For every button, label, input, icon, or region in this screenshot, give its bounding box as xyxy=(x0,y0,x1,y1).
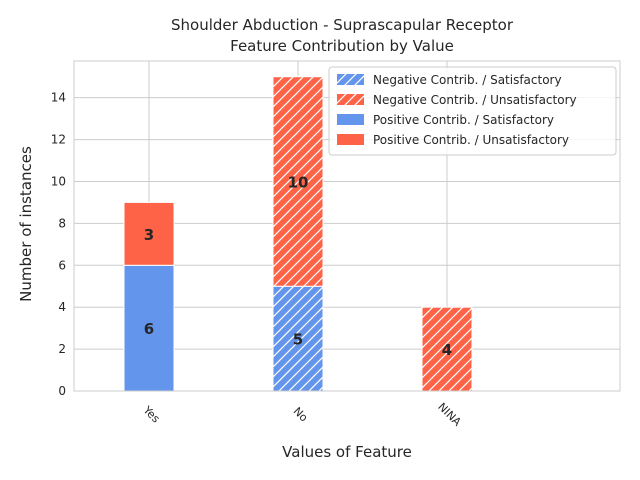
bar-segment xyxy=(123,264,175,392)
legend-box xyxy=(328,66,617,156)
legend-swatch xyxy=(337,74,364,85)
y-tick-label: 8 xyxy=(58,216,66,230)
bar-segment xyxy=(123,201,175,266)
chart-title: Shoulder Abduction - Suprascapular Recep… xyxy=(171,16,514,34)
x-tick-label: No xyxy=(291,405,311,425)
axes: 0 2 4 6 8 10 12 14 Yes No NINA xyxy=(51,60,621,429)
y-tick-label: 12 xyxy=(51,133,66,147)
legend: Negative Contrib. / Satisfactory Negative… xyxy=(328,66,617,156)
legend-swatch xyxy=(337,114,364,125)
y-tick-label: 0 xyxy=(58,384,66,398)
bar-segment xyxy=(272,76,324,287)
data-label: 4 xyxy=(442,341,452,359)
data-label: 5 xyxy=(293,331,303,349)
data-labels: 6 3 5 10 4 xyxy=(144,173,452,359)
legend-entry: Positive Contrib. / Satisfactory xyxy=(373,113,554,127)
y-axis-label: Number of instances xyxy=(17,146,35,302)
legend-entry: Negative Contrib. / Satisfactory xyxy=(373,73,562,87)
y-tick-label: 4 xyxy=(58,300,66,314)
bar-segment xyxy=(421,306,473,392)
legend-entry: Positive Contrib. / Unsatisfactory xyxy=(373,133,569,147)
data-label: 6 xyxy=(144,320,154,338)
data-label: 10 xyxy=(288,173,309,191)
y-tick-label: 14 xyxy=(51,91,66,105)
data-label: 3 xyxy=(144,226,154,244)
x-tick-label: NINA xyxy=(435,400,464,429)
y-tick-label: 6 xyxy=(58,258,66,272)
legend-swatch xyxy=(337,134,364,145)
plot-frame xyxy=(73,60,621,392)
y-tick-label: 10 xyxy=(51,174,66,188)
y-tick-label: 2 xyxy=(58,342,66,356)
x-tick-label: Yes xyxy=(140,403,163,426)
chart-subtitle: Feature Contribution by Value xyxy=(230,37,454,55)
legend-entry: Negative Contrib. / Unsatisfactory xyxy=(373,93,577,107)
bar-segment xyxy=(272,285,324,392)
legend-swatch xyxy=(337,94,364,105)
x-axis-label: Values of Feature xyxy=(282,443,412,461)
bars xyxy=(123,76,473,392)
